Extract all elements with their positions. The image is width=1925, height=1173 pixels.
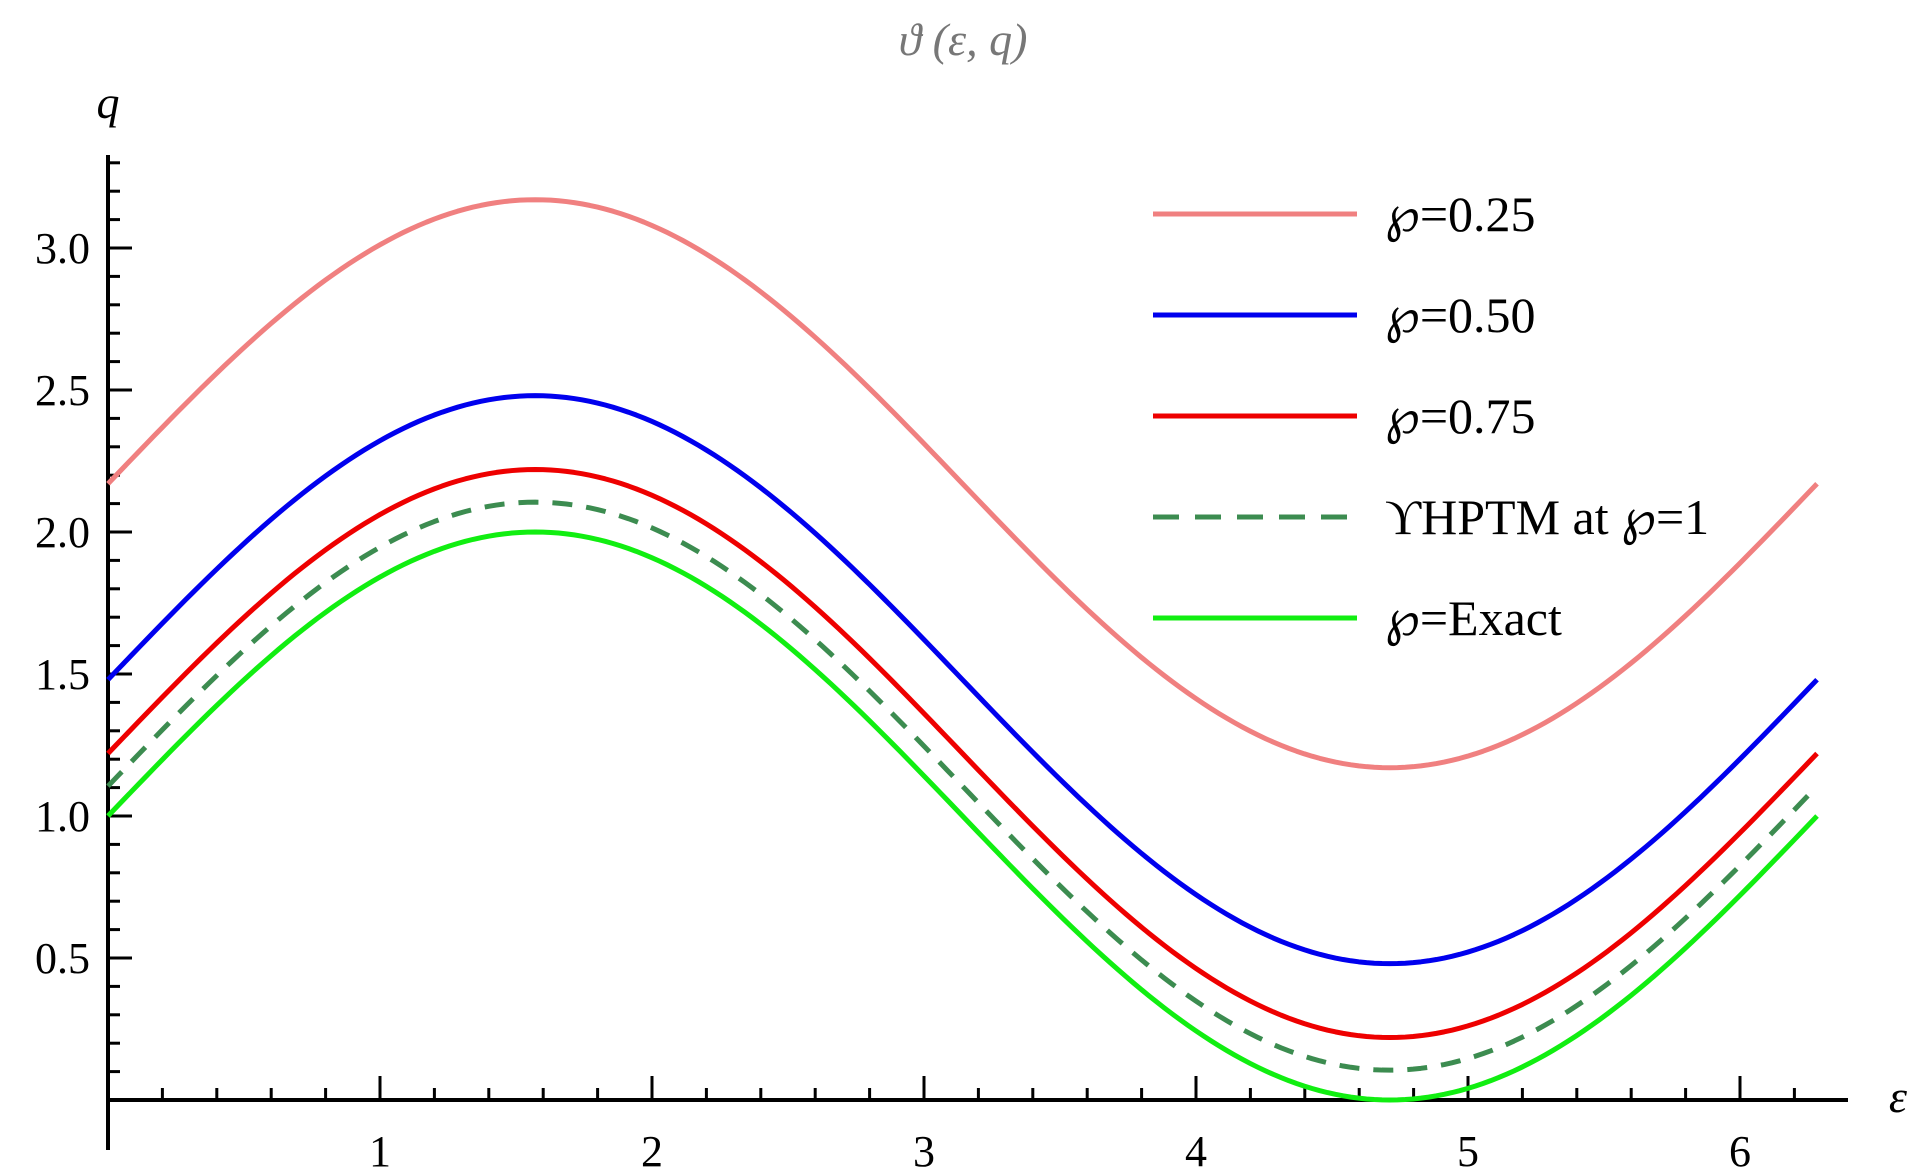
legend-label-4: ϒHPTM at ℘=1 [1385, 489, 1709, 546]
x-tick-label: 2 [641, 1127, 663, 1173]
series-line-3 [106, 467, 1819, 1041]
series-line-5 [106, 529, 1819, 1103]
series-line-2 [106, 393, 1819, 967]
axis-ticks [109, 161, 1796, 1099]
y-tick-label: 1.0 [35, 792, 90, 841]
legend-label-5: ℘=Exact [1385, 590, 1562, 647]
series-line-1 [106, 197, 1819, 771]
y-tick-label: 3.0 [35, 224, 90, 273]
y-tick-label: 1.5 [35, 650, 90, 699]
x-tick-label: 3 [913, 1127, 935, 1173]
y-axis-title: q [97, 77, 120, 128]
plot-series [106, 197, 1819, 1103]
x-tick-label: 5 [1457, 1127, 1479, 1173]
x-axis-title: ε [1889, 1071, 1908, 1122]
legend-label-3: ℘=0.75 [1385, 388, 1536, 445]
x-tick-label: 6 [1729, 1127, 1751, 1173]
series-line-4 [106, 499, 1819, 1073]
y-tick-label: 2.5 [35, 366, 90, 415]
chart-title: ϑ (ε, q) [899, 14, 1028, 65]
axis-tick-labels: 1 2 3 4 5 6 0.5 1.0 1.5 2.0 2.5 3.0 [35, 224, 1751, 1173]
y-tick-label: 0.5 [35, 934, 90, 983]
legend: ℘=0.25 ℘=0.50 ℘=0.75 ϒHPTM at ℘=1 ℘=Exact [1153, 186, 1709, 647]
x-tick-label: 1 [369, 1127, 391, 1173]
x-tick-label: 4 [1185, 1127, 1207, 1173]
axes: 1 2 3 4 5 6 0.5 1.0 1.5 2.0 2.5 3.0 [35, 155, 1848, 1173]
legend-label-2: ℘=0.50 [1385, 287, 1536, 344]
y-tick-label: 2.0 [35, 508, 90, 557]
legend-label-1: ℘=0.25 [1385, 186, 1536, 243]
